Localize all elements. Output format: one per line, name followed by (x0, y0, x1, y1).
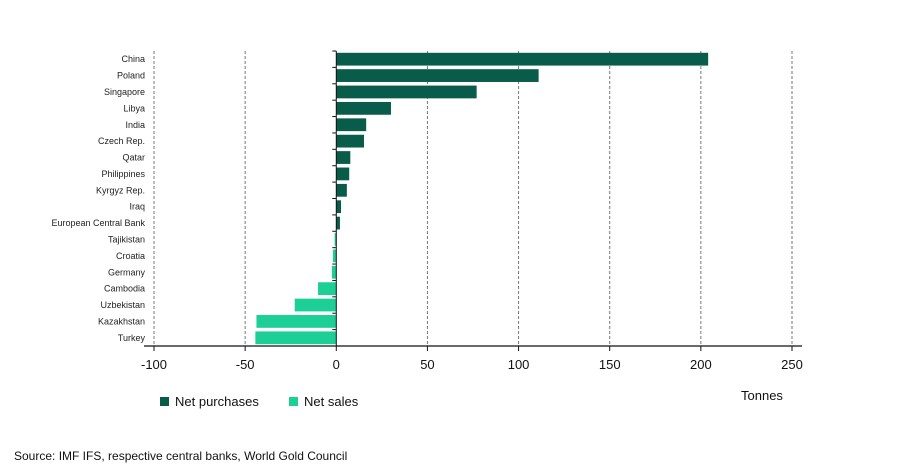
category-label: Qatar (122, 153, 145, 163)
x-tick-label: 150 (599, 357, 621, 372)
bar-turkey (255, 331, 337, 345)
category-label: China (121, 54, 145, 64)
bar-poland (336, 69, 539, 82)
category-label: Iraq (129, 202, 145, 212)
legend-net-purchases: Net purchases (160, 394, 259, 409)
legend-swatch-purchases (160, 397, 169, 406)
legend-label: Net purchases (175, 394, 259, 409)
bar-qatar (336, 151, 351, 164)
bar-croatia (333, 249, 337, 263)
bar-cambodia (318, 282, 337, 296)
bar-philippines (336, 167, 350, 181)
x-tick-label: 200 (690, 357, 712, 372)
bar-uzbekistan (294, 298, 337, 312)
category-label: Croatia (116, 251, 145, 261)
bar-india (336, 118, 367, 132)
bar-singapore (336, 85, 477, 99)
category-label: European Central Bank (51, 218, 145, 228)
bar-iraq (336, 200, 342, 214)
x-tick-label: 0 (333, 357, 340, 372)
x-tick-label: 50 (420, 357, 434, 372)
category-label: Uzbekistan (100, 300, 145, 310)
category-label: Libya (123, 103, 145, 113)
category-label: Poland (117, 71, 145, 81)
legend-label: Net sales (304, 394, 359, 409)
category-label: Kazakhstan (98, 316, 145, 326)
source-note: Source: IMF IFS, respective central bank… (14, 449, 348, 463)
bar-tajikistan (334, 233, 337, 246)
category-label: Kyrgyz Rep. (96, 185, 145, 195)
category-label: Germany (108, 267, 146, 277)
x-tick-label: 250 (781, 357, 803, 372)
category-label: Philippines (101, 169, 145, 179)
x-tick-label: -50 (236, 357, 255, 372)
legend-net-sales: Net sales (289, 394, 358, 409)
x-tick-label: -100 (141, 357, 167, 372)
category-label: Singapore (104, 87, 145, 97)
bar-kyrgyz-rep- (336, 183, 347, 197)
x-axis-label: Tonnes (741, 388, 783, 403)
bar-china (336, 52, 709, 66)
category-label: Cambodia (104, 284, 145, 294)
bar-germany (331, 265, 337, 279)
x-tick-label: 100 (508, 357, 530, 372)
bar-libya (336, 101, 391, 115)
bar-kazakhstan (256, 315, 337, 328)
category-label: India (125, 120, 145, 130)
category-label: Tajikistan (108, 234, 145, 244)
legend-swatch-sales (289, 397, 298, 406)
bar-czech-rep- (336, 134, 364, 148)
category-label: Czech Rep. (98, 136, 145, 146)
bar-european-central-bank (336, 216, 340, 230)
category-label: Turkey (118, 333, 146, 343)
